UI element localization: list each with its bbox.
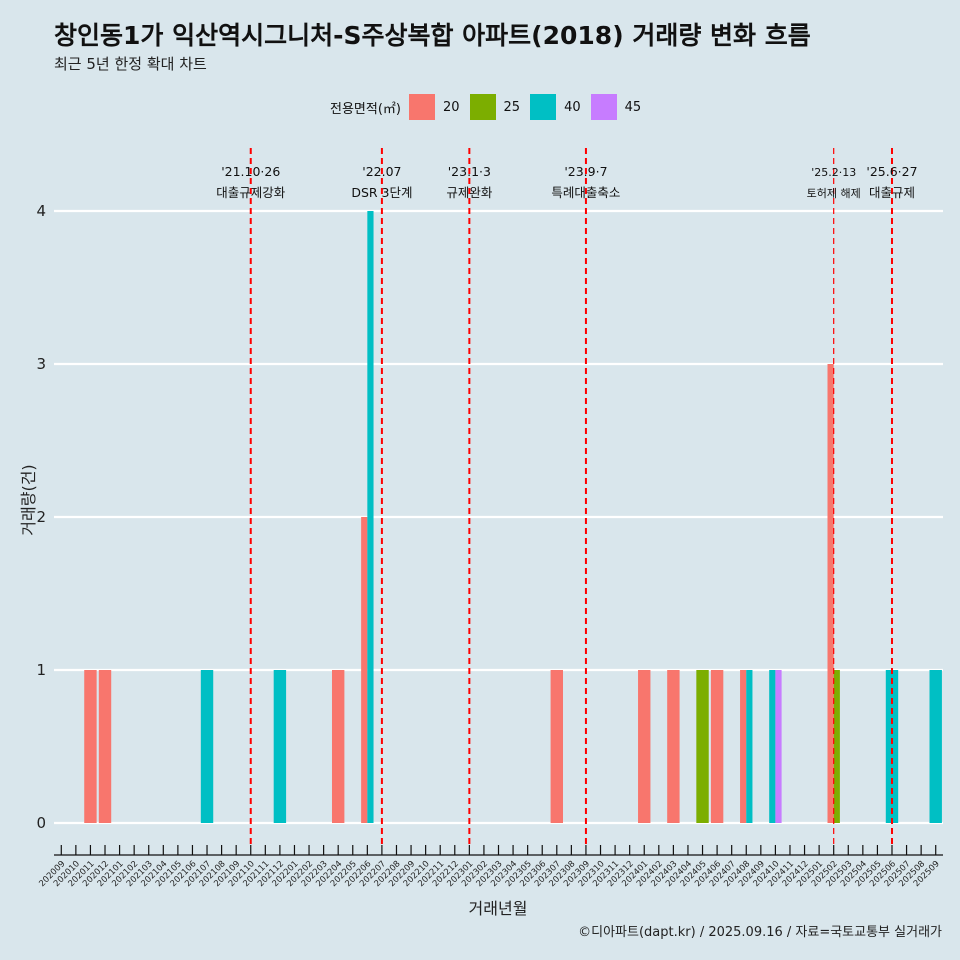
- bar-202401-20: [638, 670, 651, 823]
- legend-item-45: 45: [590, 94, 642, 120]
- annotation-layer: '21.10·26 대출규제강화 '22.07 DSR 3단계 '23.1·3 규제완화 '…: [216, 148, 918, 847]
- bar-202206-40: [367, 211, 374, 823]
- legend-label-25: 25: [503, 99, 521, 115]
- bar-202506-40: [885, 670, 899, 823]
- bar-202206-20: [361, 517, 368, 823]
- annotation-label-202207: DSR 3단계: [351, 185, 412, 200]
- bar-202502-20: [827, 364, 834, 823]
- annotation-date-202309: '23.9·7: [564, 164, 607, 179]
- bar-202408-20: [740, 670, 747, 823]
- bar-202405-25: [696, 670, 709, 823]
- legend-item-20: 20: [408, 94, 460, 120]
- annotation-date-202110: '21.10·26: [221, 164, 280, 179]
- legend: 전용면적(㎡) 20 25 40 45: [330, 93, 651, 121]
- y-tick-label-3: 3: [36, 355, 46, 373]
- legend-label-20: 20: [442, 99, 460, 115]
- chart-title: 창인동1가 익산역시그니처-S주상복합 아파트(2018) 거래량 변화 흐름: [54, 21, 811, 50]
- x-axis-title: 거래년월: [469, 899, 528, 918]
- bar-202406-20: [710, 670, 724, 823]
- bar-202112-40: [273, 670, 287, 823]
- bar-202509-40: [929, 670, 942, 823]
- bar-202107-40: [200, 670, 214, 823]
- legend-label-45: 45: [624, 99, 642, 115]
- legend-label-40: 40: [564, 99, 581, 115]
- legend-swatch-20: [408, 94, 435, 120]
- legend-swatch-25: [469, 94, 496, 120]
- y-tick-label-2: 2: [36, 508, 46, 526]
- annotation-label-202506: 대출규제: [869, 185, 915, 200]
- bar-202204-20: [331, 670, 345, 823]
- bar-202408-40: [746, 670, 753, 823]
- legend-swatch-45: [590, 94, 617, 120]
- annotation-label-202309: 특례대출축소: [551, 185, 620, 200]
- axis-layer: 0123420200920201020201120201220210120210…: [36, 202, 943, 889]
- grid-layer: [54, 209, 943, 825]
- bar-layer: [84, 211, 942, 823]
- bar-202502-25: [833, 670, 840, 823]
- bar-202011-20: [84, 670, 97, 823]
- bar-202410-45: [775, 670, 782, 823]
- bar-202307-20: [550, 670, 563, 823]
- annotation-date-202301: '23.1·3: [448, 164, 491, 179]
- annotation-date-202502: '25.2·13: [811, 166, 856, 179]
- y-tick-label-1: 1: [36, 661, 46, 679]
- annotation-label-202110: 대출규제강화: [216, 185, 286, 200]
- legend-item-25: 25: [469, 94, 521, 120]
- annotation-label-202301: 규제완화: [446, 185, 493, 200]
- caption: ©디아파트(dapt.kr) / 2025.09.16 / 자료=국토교통부 실…: [578, 925, 942, 940]
- y-axis-title: 거래량(건): [19, 464, 38, 535]
- y-tick-label-4: 4: [36, 202, 46, 220]
- y-tick-label-0: 0: [36, 814, 46, 832]
- bar-202403-20: [667, 670, 680, 823]
- chart-subtitle: 최근 5년 한정 확대 차트: [54, 55, 207, 73]
- legend-swatch-40: [530, 94, 557, 120]
- legend-item-40: 40: [530, 94, 581, 120]
- bar-202012-20: [98, 670, 112, 823]
- annotation-label-202502: 토허제 해제: [807, 186, 861, 200]
- annotation-date-202207: '22.07: [362, 164, 401, 179]
- bar-202410-40: [769, 670, 776, 823]
- legend-title: 전용면적(㎡): [330, 101, 401, 117]
- annotation-date-202506: '25.6·27: [866, 164, 917, 179]
